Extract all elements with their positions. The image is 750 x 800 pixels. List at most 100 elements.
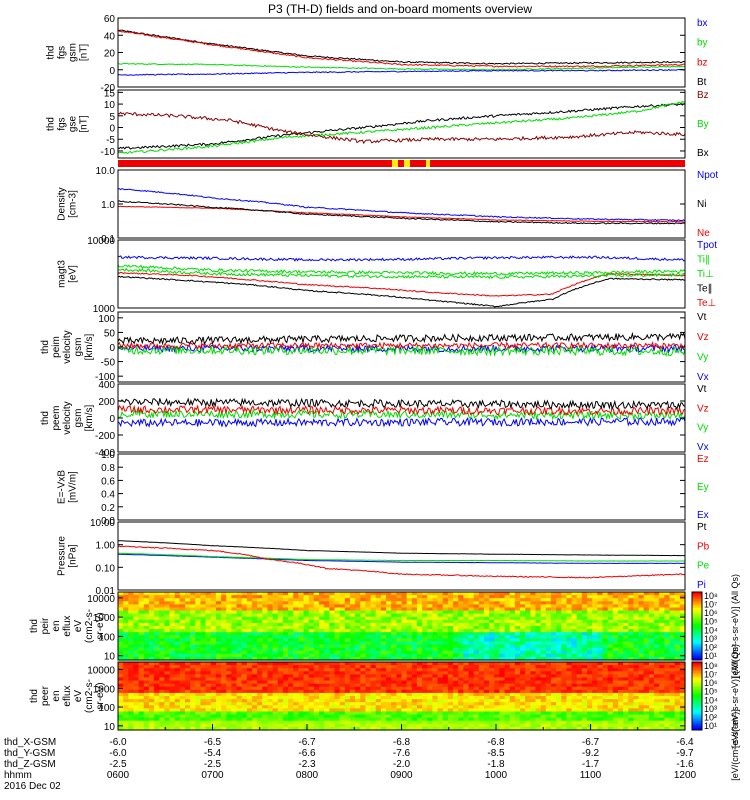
heatmap-cell <box>617 689 624 694</box>
heatmap-cell <box>674 595 681 599</box>
heatmap-cell <box>128 674 135 679</box>
heatmap-cell <box>221 647 227 652</box>
heatmap-cell <box>226 696 232 700</box>
heatmap-cell <box>355 647 361 652</box>
heatmap-cell <box>231 711 238 716</box>
heatmap-cell <box>143 595 150 599</box>
heatmap-cell <box>257 692 263 697</box>
heatmap-cell <box>458 622 464 627</box>
heatmap-cell <box>416 632 423 636</box>
heatmap-cell <box>190 626 196 630</box>
heatmap-cell <box>494 726 501 731</box>
heatmap-cell <box>648 702 655 706</box>
heatmap-cell <box>370 668 377 672</box>
heatmap-cell <box>535 717 542 722</box>
heatmap-cell <box>648 726 655 731</box>
heatmap-cell <box>200 601 207 605</box>
heatmap-cell <box>422 610 428 615</box>
heatmap-cell <box>432 647 439 652</box>
heatmap-cell <box>143 638 150 643</box>
heatmap-cell <box>659 711 665 716</box>
heatmap-cell <box>453 717 459 722</box>
heatmap-cell <box>396 702 403 706</box>
heatmap-cell <box>329 708 336 713</box>
heatmap-cell <box>324 680 330 685</box>
heatmap-cell <box>324 650 330 655</box>
heatmap-cell <box>241 668 248 672</box>
legend-bz: bz <box>697 57 708 68</box>
heatmap-cell <box>587 653 593 658</box>
heatmap-cell <box>427 699 434 703</box>
heatmap-cell <box>210 601 217 605</box>
heatmap-cell <box>679 616 686 621</box>
heatmap-cell <box>205 717 212 722</box>
heatmap-cell <box>406 708 413 713</box>
heatmap-cell <box>154 699 160 703</box>
heatmap-cell <box>118 629 124 633</box>
heatmap-cell <box>148 714 155 719</box>
heatmap-cell <box>525 680 531 685</box>
heatmap-cell <box>386 622 392 627</box>
heatmap-cell <box>633 723 640 728</box>
heatmap-cell <box>422 692 428 697</box>
heatmap-cell <box>432 726 439 731</box>
heatmap-cell <box>288 668 294 672</box>
heatmap-cell <box>520 601 526 605</box>
heatmap-cell <box>334 683 341 688</box>
heatmap-cell <box>298 607 305 612</box>
heatmap-cell <box>123 699 129 703</box>
heatmap-cell <box>654 674 660 679</box>
heatmap-cell <box>329 653 336 658</box>
heatmap-cell <box>282 619 289 624</box>
heatmap-cell <box>143 592 150 596</box>
heatmap-cell <box>520 610 526 615</box>
heatmap-cell <box>628 689 635 694</box>
heatmap-cell <box>540 629 547 633</box>
heatmap-cell <box>581 705 588 709</box>
heatmap-cell <box>550 705 557 709</box>
heatmap-cell <box>520 629 526 633</box>
heatmap-cell <box>148 720 155 725</box>
heatmap-cell <box>154 632 160 636</box>
heatmap-cell <box>545 638 552 643</box>
heatmap-cell <box>329 668 336 672</box>
heatmap-cell <box>633 668 640 672</box>
heatmap-cell <box>679 601 686 605</box>
heatmap-cell <box>468 607 475 612</box>
heatmap-cell <box>190 711 196 716</box>
heatmap-cell <box>468 702 475 706</box>
heatmap-cell <box>360 686 367 691</box>
heatmap-cell <box>298 680 305 685</box>
heatmap-cell <box>215 644 222 649</box>
heatmap-cell <box>556 714 562 719</box>
heatmap-cell <box>659 689 665 694</box>
heatmap-cell <box>669 635 676 639</box>
heatmap-cell <box>308 714 315 719</box>
heatmap-cell <box>174 668 181 672</box>
heatmap-cell <box>453 641 459 646</box>
heatmap-cell <box>215 662 222 666</box>
heatmap-cell <box>525 711 531 716</box>
heatmap-cell <box>231 650 238 655</box>
heatmap-cell <box>185 616 191 621</box>
heatmap-cell <box>375 644 382 649</box>
heatmap-cell <box>252 601 258 605</box>
heatmap-cell <box>236 717 243 722</box>
heatmap-cell <box>432 708 439 713</box>
heatmap-cell <box>561 641 568 646</box>
heatmap-cell <box>123 610 129 615</box>
heatmap-cell <box>257 683 263 688</box>
heatmap-cell <box>334 677 341 682</box>
heatmap-cell <box>236 610 243 615</box>
heatmap-cell <box>231 696 238 700</box>
heatmap-cell <box>514 650 521 655</box>
panel-frame <box>117 453 686 521</box>
heatmap-cell <box>360 641 367 646</box>
heatmap-cell <box>148 638 155 643</box>
heatmap-cell <box>210 665 217 669</box>
heatmap-cell <box>540 616 547 621</box>
heatmap-cell <box>365 705 372 709</box>
legend-Pi: Pi <box>697 580 706 591</box>
heatmap-cell <box>339 702 346 706</box>
heatmap-cell <box>236 723 243 728</box>
